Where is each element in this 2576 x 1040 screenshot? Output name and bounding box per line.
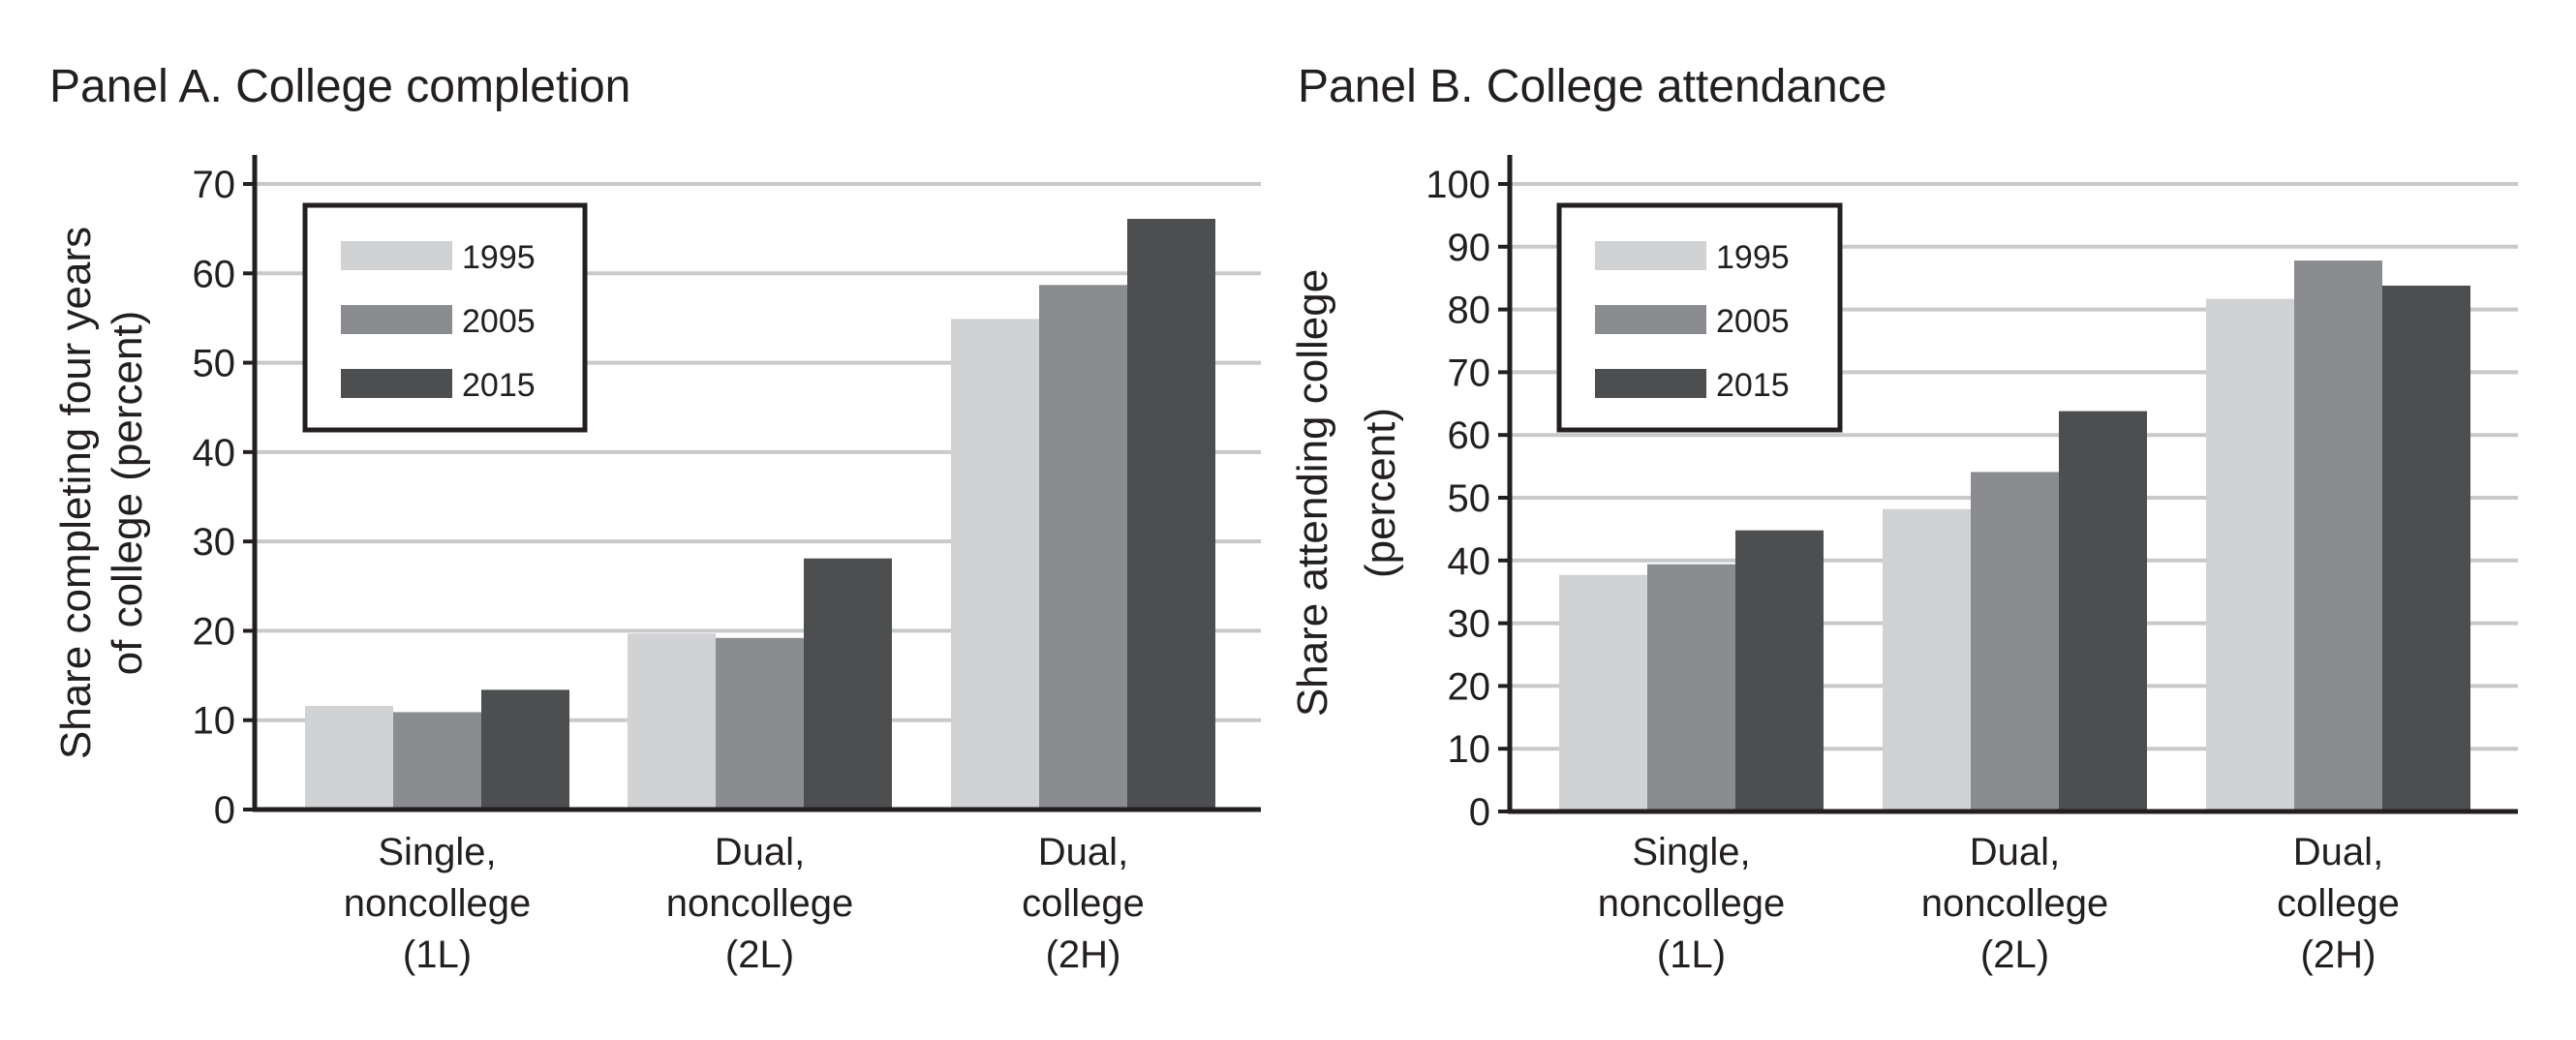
y-tick-label: 10 — [1448, 728, 1491, 771]
bar-2005-2 — [1039, 285, 1127, 811]
legend: 1995 2005 2015 — [1556, 202, 1843, 433]
y-tick-label: 50 — [193, 343, 236, 385]
x-category-label: noncollege — [1598, 882, 1786, 925]
bar-2015-0 — [481, 689, 569, 810]
x-category-label: (2L) — [1980, 933, 2049, 976]
panel-b: Panel B. College attendance 0 10 20 30 40 50 60… — [1289, 61, 2518, 976]
bar-1995-1 — [628, 633, 716, 810]
x-category-label: (2H) — [1046, 933, 1121, 976]
legend-label: 2015 — [1716, 367, 1790, 404]
y-axis-label: (percent) — [1357, 408, 1404, 578]
y-tick-label: 10 — [193, 700, 236, 743]
y-axis-label: of college (percent) — [104, 311, 151, 676]
x-category-label: Dual, — [1038, 831, 1128, 873]
x-category-label: noncollege — [1921, 882, 2109, 925]
y-tick-label: 30 — [193, 521, 236, 564]
x-category-label: college — [2277, 882, 2400, 925]
x-category-label: (1L) — [1657, 933, 1726, 976]
x-category-label: (2L) — [725, 933, 794, 976]
bar-2015-2 — [2382, 285, 2470, 811]
x-category-label: (2H) — [2301, 933, 2377, 976]
legend-swatch-2015 — [1595, 369, 1706, 398]
y-tick-label: 80 — [1448, 290, 1491, 332]
legend-label: 1995 — [462, 239, 536, 276]
bar-1995-1 — [1883, 508, 1971, 811]
y-tick-label: 50 — [1448, 477, 1491, 520]
y-tick-label: 0 — [214, 789, 235, 832]
legend-label: 1995 — [1716, 239, 1790, 276]
y-tick-label: 40 — [1448, 540, 1491, 583]
legend-label: 2015 — [462, 367, 536, 404]
bar-2015-1 — [804, 558, 892, 810]
x-category-label: Single, — [1632, 831, 1750, 873]
panel-title: Panel B. College attendance — [1298, 61, 1886, 112]
x-category-label: noncollege — [344, 882, 532, 925]
bar-2005-2 — [2294, 260, 2382, 811]
bar-1995-2 — [951, 319, 1039, 810]
bar-2015-1 — [2059, 411, 2147, 811]
legend-label: 2005 — [1716, 303, 1790, 340]
x-category-label: Dual, — [2293, 831, 2383, 873]
y-tick-label: 30 — [1448, 603, 1491, 646]
legend-swatch-2015 — [341, 369, 452, 398]
x-category-label: Single, — [378, 831, 496, 873]
bar-1995-2 — [2206, 298, 2294, 812]
legend: 1995 2005 2015 — [302, 202, 588, 433]
y-tick-label: 90 — [1448, 227, 1491, 269]
bar-2005-0 — [1647, 564, 1735, 811]
y-tick-label: 100 — [1426, 164, 1490, 206]
x-category-label: college — [1022, 882, 1145, 925]
bar-2005-1 — [1971, 472, 2059, 811]
bar-1995-0 — [305, 705, 393, 810]
legend-swatch-2005 — [1595, 305, 1706, 334]
bar-2005-0 — [393, 712, 481, 810]
y-tick-label: 20 — [193, 610, 236, 653]
y-tick-label: 60 — [193, 253, 236, 295]
panel-a: Panel A. College completion 0 10 20 30 40 50 60… — [49, 61, 1261, 976]
bar-1995-0 — [1559, 574, 1647, 811]
y-axis-label: Share completing four years — [52, 227, 100, 759]
bar-2015-0 — [1735, 530, 1824, 811]
legend-label: 2005 — [462, 303, 536, 340]
panel-title: Panel A. College completion — [49, 61, 630, 112]
y-tick-label: 60 — [1448, 414, 1491, 457]
y-tick-label: 70 — [193, 164, 236, 206]
x-category-label: noncollege — [666, 882, 854, 925]
y-tick-label: 0 — [1469, 791, 1490, 834]
y-tick-label: 40 — [193, 432, 236, 474]
x-category-label: Dual, — [715, 831, 805, 873]
y-tick-label: 70 — [1448, 352, 1491, 394]
y-axis-label: Share attending college — [1289, 269, 1336, 717]
x-category-label: (1L) — [403, 933, 472, 976]
x-category-label: Dual, — [1970, 831, 2060, 873]
legend-swatch-2005 — [341, 305, 452, 334]
bar-2015-2 — [1127, 218, 1215, 810]
bar-2005-1 — [716, 637, 804, 810]
legend-swatch-1995 — [341, 241, 452, 270]
y-tick-label: 20 — [1448, 665, 1491, 708]
legend-swatch-1995 — [1595, 241, 1706, 270]
